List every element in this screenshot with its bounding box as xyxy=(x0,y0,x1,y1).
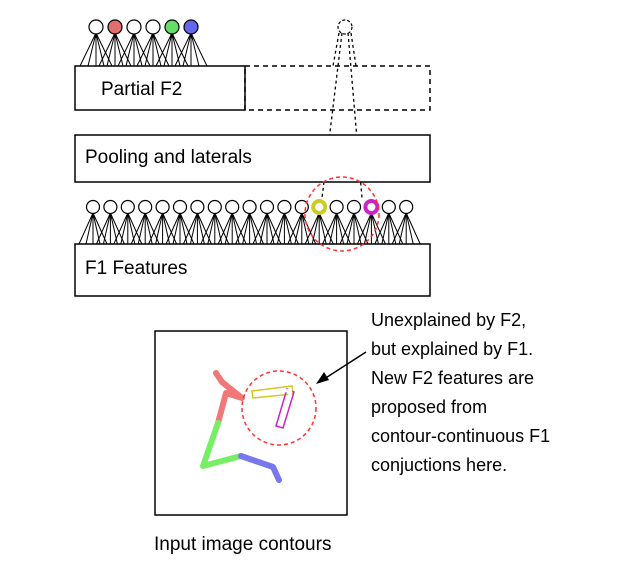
input-image-frame xyxy=(154,330,348,516)
partial-f2-box xyxy=(74,65,246,111)
contour-seven-top xyxy=(253,388,293,397)
input-contours xyxy=(200,370,282,483)
f1-highlight-circle xyxy=(304,176,380,252)
f2-node xyxy=(107,19,123,35)
f1-node xyxy=(259,199,275,215)
contour-seven-stem xyxy=(278,390,293,427)
f1-label: F1 Features xyxy=(85,258,187,279)
f1-node xyxy=(329,199,344,215)
f1-node xyxy=(363,199,380,215)
contour-blue xyxy=(238,453,282,483)
f1-fan-lines xyxy=(78,212,421,245)
f2-node xyxy=(145,19,161,35)
f1-node xyxy=(381,199,396,215)
f2-node xyxy=(164,19,180,35)
f1-node xyxy=(172,199,188,215)
f2-fan-lines xyxy=(79,32,208,67)
annotation-line-2: but explained by F1. xyxy=(371,339,533,359)
annotation-line-4: proposed from xyxy=(371,397,487,417)
f1-nodes xyxy=(85,199,414,215)
f2-node xyxy=(88,19,104,35)
f1-node xyxy=(346,199,362,215)
f1-node xyxy=(277,199,292,215)
f1-node xyxy=(155,199,170,215)
annotation-arrow-line xyxy=(320,351,367,382)
proposed-f2-node xyxy=(337,19,353,35)
f1-node xyxy=(103,199,118,215)
annotation-line-6: conjuctions here. xyxy=(371,455,507,475)
f1-node xyxy=(207,199,222,215)
f1-node xyxy=(311,199,328,215)
f2-node xyxy=(183,19,199,35)
pooling-box xyxy=(74,134,431,183)
f1-node xyxy=(399,199,414,215)
image-highlight-circle xyxy=(241,370,317,446)
proposed-f2-box xyxy=(244,65,431,111)
contour-red xyxy=(213,370,245,426)
annotation-arrowhead xyxy=(316,372,329,384)
f1-node xyxy=(225,199,240,215)
f1-node xyxy=(138,199,153,215)
annotation-line-3: New F2 features are xyxy=(371,368,534,388)
f1-node xyxy=(190,199,205,215)
contour-green xyxy=(200,420,244,469)
pooling-label: Pooling and laterals xyxy=(85,147,252,168)
annotation-line-5: contour-continuous F1 xyxy=(371,426,550,446)
partial-f2-label: Partial F2 xyxy=(101,79,182,100)
annotation-line-1: Unexplained by F2, xyxy=(371,310,526,330)
f2-node xyxy=(126,19,142,35)
f2-nodes xyxy=(88,19,199,35)
input-image-caption: Input image contours xyxy=(154,534,331,555)
f1-node xyxy=(242,199,257,215)
f1-node xyxy=(85,199,101,215)
f1-box xyxy=(74,243,431,297)
f1-node xyxy=(120,199,135,215)
